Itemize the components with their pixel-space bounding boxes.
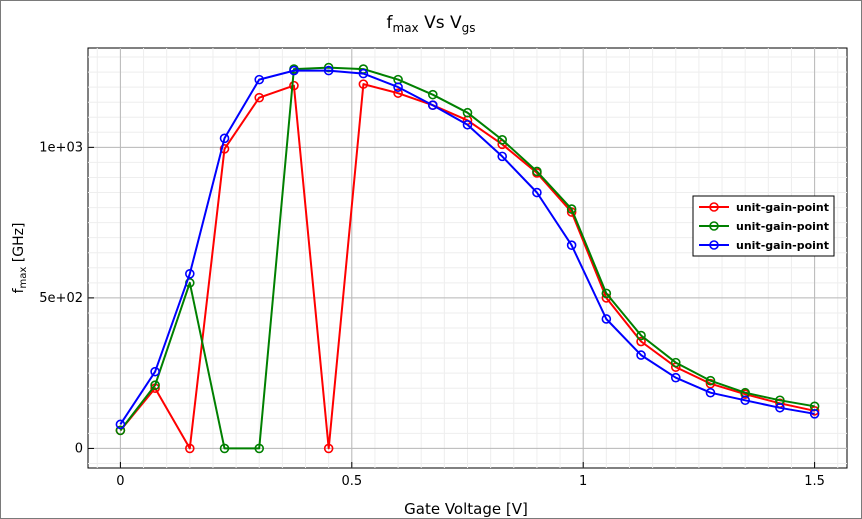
major-grid [88,48,847,468]
data-point [254,443,265,454]
data-point [566,240,577,251]
data-point [289,65,299,76]
data-point [358,79,369,89]
legend-marker [709,240,719,250]
data-point [150,366,160,377]
legend-label: unit-gain-point [736,201,829,214]
data-point [219,144,230,154]
data-point [532,187,542,198]
data-point [427,89,438,100]
data-point [809,409,820,419]
x-tick-label: 0 [116,474,124,489]
data-point [393,88,403,98]
data-point [705,375,716,386]
legend: unit-gain-point unit-gain-point unit-gain-… [692,195,835,257]
legend-marker [709,202,719,212]
data-point [289,80,299,91]
data-point [358,68,369,79]
data-point [462,119,473,130]
data-point [427,100,438,111]
series-line-2 [119,66,815,450]
series-layer [115,62,820,454]
data-point [670,357,681,368]
legend-label: unit-gain-point [736,220,829,233]
data-point [670,372,681,383]
data-point [740,395,750,406]
data-point [219,133,230,144]
data-point [636,350,646,360]
legend-label: unit-gain-point [736,239,829,252]
data-point [497,135,508,145]
data-point [601,314,612,324]
data-point [393,82,403,92]
x-tick-label: 0.5 [341,474,362,489]
axis-ticks: 0 0.5 1 1.5 0 5e+02 1e+03 [39,140,825,489]
data-point [601,288,612,299]
data-point [254,74,265,85]
legend-marker [709,221,719,231]
data-point [705,387,716,398]
data-point [636,330,646,341]
chart-title: fmax Vs Vgs [387,13,476,35]
data-point [115,425,126,436]
data-point [775,402,785,413]
data-point [636,336,646,347]
y-tick-label: 0 [75,441,83,456]
minor-grid [88,48,847,468]
x-tick-label: 1 [579,474,587,489]
series-line-3 [119,69,815,425]
x-axis-label: Gate Voltage [V] [404,500,528,518]
data-point [185,443,195,454]
y-axis-label: fmax [GHz] [11,223,29,294]
x-tick-label: 1.5 [804,474,825,489]
data-point [150,380,160,391]
data-point [566,204,577,214]
y-tick-label: 5e+02 [39,291,83,306]
data-point [532,166,542,177]
data-point [115,419,126,430]
data-point [497,151,508,162]
data-point [185,269,195,279]
data-point [219,443,230,454]
data-point [254,92,265,103]
data-point [462,107,473,118]
y-tick-label: 1e+03 [39,140,83,155]
data-point [323,65,334,76]
data-point [323,443,334,454]
data-point [809,405,820,416]
